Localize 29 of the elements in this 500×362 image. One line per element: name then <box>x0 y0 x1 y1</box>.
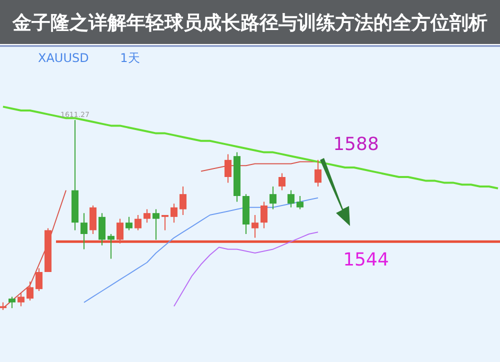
candlestick <box>162 214 168 231</box>
candlestick <box>224 154 232 184</box>
candlestick <box>134 214 142 231</box>
candlestick <box>18 292 24 307</box>
candlestick <box>180 186 186 216</box>
text: 1天 <box>120 51 140 65</box>
candlestick <box>8 296 16 309</box>
chart-subtitle: XAUUSD <box>38 51 89 65</box>
candlestick <box>126 216 132 231</box>
chart-title: 金子隆之详解年轻球员成长路径与训练方法的全方位剖析 <box>12 12 488 34</box>
annotation: 1544 <box>343 250 389 271</box>
candlestick <box>116 218 124 244</box>
candlestick <box>170 203 178 224</box>
candlestick <box>296 196 304 210</box>
candlestick <box>108 234 114 260</box>
candlestick <box>270 186 276 210</box>
candlestick <box>288 190 294 208</box>
annotation: 1588 <box>333 134 379 155</box>
candlestick <box>278 172 286 191</box>
candlestick <box>80 212 88 250</box>
candlestick <box>90 205 96 234</box>
candlestick <box>260 201 268 229</box>
candlestick <box>152 208 160 240</box>
candlestick <box>36 268 42 292</box>
candlestick <box>314 159 322 187</box>
candlestick <box>26 281 34 301</box>
candlestick <box>144 208 150 224</box>
candlestick <box>252 214 258 238</box>
candlestick <box>98 212 106 246</box>
